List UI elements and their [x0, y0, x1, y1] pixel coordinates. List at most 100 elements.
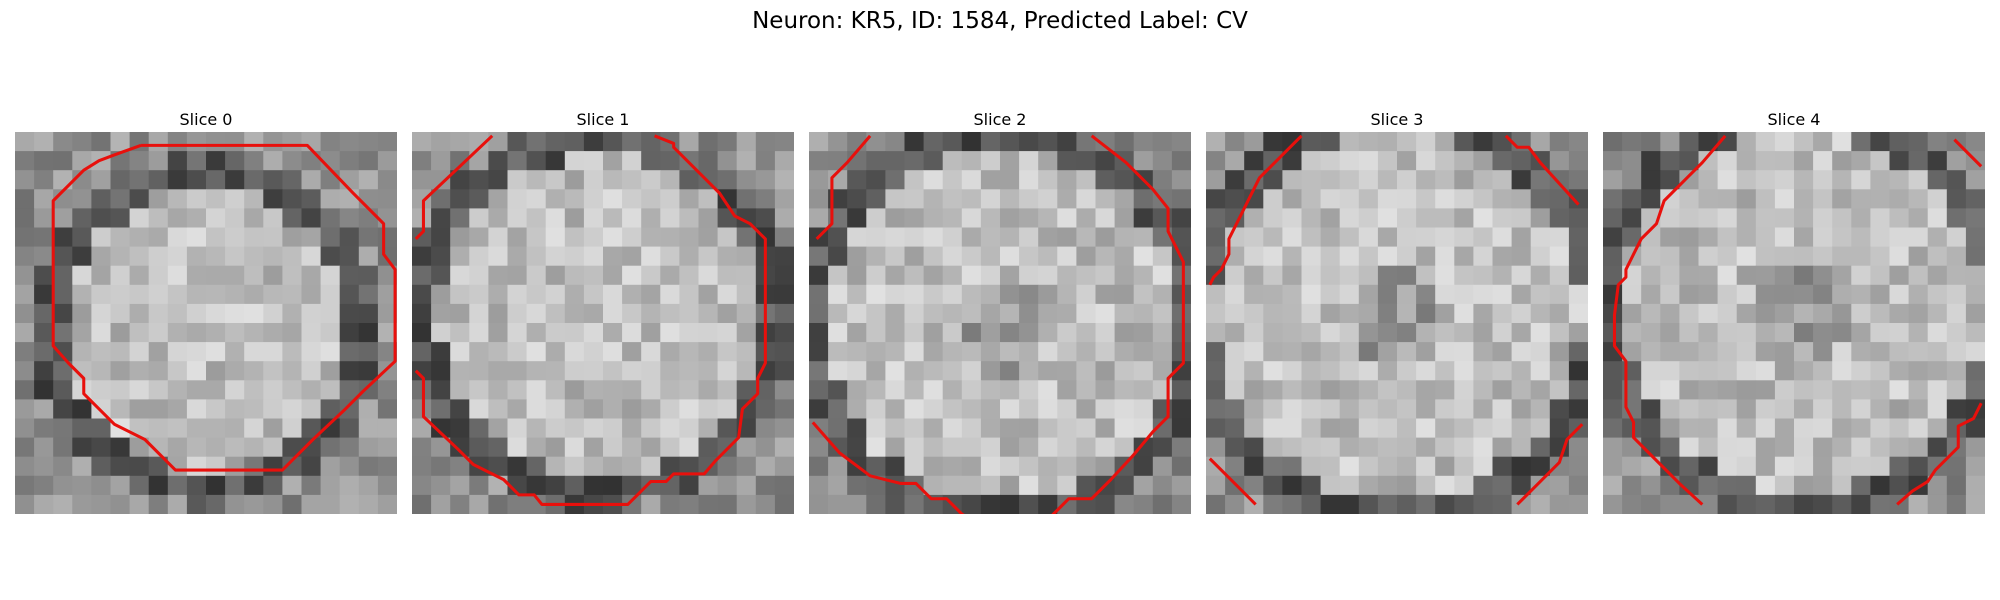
pixel — [545, 265, 566, 286]
pixel — [1641, 170, 1661, 190]
pixel — [980, 303, 1001, 324]
pixel — [980, 208, 1001, 228]
pixel — [1095, 265, 1115, 286]
pixel — [1851, 418, 1871, 438]
pixel — [148, 380, 169, 400]
pixel — [1622, 208, 1642, 228]
pixel — [622, 475, 642, 496]
pixel — [244, 246, 264, 267]
pixel — [1320, 132, 1341, 152]
pixel — [1057, 361, 1077, 381]
pixel — [1244, 456, 1264, 477]
pixel — [603, 303, 623, 324]
pixel — [1206, 303, 1226, 324]
pixel — [980, 342, 1001, 362]
pixel — [1057, 227, 1077, 247]
pixel — [1454, 475, 1474, 496]
pixel — [244, 170, 264, 190]
pixel — [1397, 265, 1417, 286]
pixel — [167, 361, 188, 381]
pixel — [1133, 456, 1154, 477]
pixel — [1416, 418, 1436, 438]
pixel — [244, 303, 264, 324]
pixel — [1152, 475, 1173, 496]
pixel — [1358, 475, 1379, 496]
pixel — [53, 246, 73, 267]
pixel — [72, 246, 92, 267]
pixel — [1377, 303, 1398, 324]
pixel — [450, 456, 470, 477]
pixel — [1038, 246, 1058, 267]
pixel — [736, 303, 757, 324]
pixel — [1622, 475, 1642, 496]
pixel — [91, 342, 111, 362]
pixel — [244, 323, 264, 343]
pixel — [736, 227, 757, 247]
pixel — [301, 284, 321, 305]
pixel — [1339, 456, 1360, 477]
pixel — [545, 189, 566, 209]
pixel — [1225, 342, 1245, 362]
pixel — [1851, 494, 1871, 514]
pixel — [1492, 456, 1512, 477]
pixel — [1813, 170, 1833, 190]
pixel — [1851, 399, 1871, 419]
pixel — [755, 132, 776, 152]
pixel — [1908, 246, 1929, 267]
pixel — [1794, 380, 1814, 400]
pixel — [320, 494, 341, 514]
pixel — [1851, 208, 1871, 228]
pixel — [1358, 208, 1379, 228]
pixel — [1492, 284, 1512, 305]
pixel — [450, 208, 470, 228]
pixel — [923, 208, 944, 228]
pixel — [660, 208, 680, 228]
pixel — [186, 399, 207, 419]
pixel — [1736, 494, 1757, 514]
pixel — [53, 323, 73, 343]
pixel — [717, 246, 738, 267]
pixel — [1851, 303, 1871, 324]
pixel — [1851, 380, 1871, 400]
pixel — [72, 265, 92, 286]
pixel — [450, 380, 470, 400]
pixel — [1698, 380, 1718, 400]
pixel — [1473, 380, 1493, 400]
pixel — [1568, 323, 1588, 343]
pixel — [1133, 227, 1154, 247]
pixel — [717, 380, 738, 400]
pixel — [1549, 265, 1570, 286]
pixel — [736, 132, 757, 152]
pixel — [469, 380, 489, 400]
pixel — [377, 303, 397, 324]
pixel — [1908, 361, 1929, 381]
pixel — [244, 399, 264, 419]
pixel — [1679, 380, 1699, 400]
pixel — [564, 151, 585, 171]
pixel — [339, 323, 360, 343]
pixel — [34, 418, 54, 438]
pixel — [942, 265, 963, 286]
pixel — [545, 284, 566, 305]
pixel — [1908, 151, 1929, 171]
pixel — [1076, 437, 1096, 458]
pixel — [507, 380, 527, 400]
pixel — [1377, 227, 1398, 247]
pixel — [1492, 303, 1512, 324]
pixel — [904, 342, 924, 362]
pixel — [1416, 380, 1436, 400]
pixel — [1282, 437, 1302, 458]
pixel — [717, 284, 738, 305]
pixel — [583, 132, 604, 152]
pixel — [1473, 456, 1493, 477]
pixel — [358, 189, 379, 209]
pixel — [469, 494, 489, 514]
pixel — [717, 342, 738, 362]
pixel — [72, 437, 92, 458]
pixel — [320, 303, 341, 324]
pixel — [282, 189, 302, 209]
pixel — [34, 380, 54, 400]
pixel — [1660, 418, 1680, 438]
pixel — [1206, 189, 1226, 209]
pixel — [1832, 227, 1852, 247]
